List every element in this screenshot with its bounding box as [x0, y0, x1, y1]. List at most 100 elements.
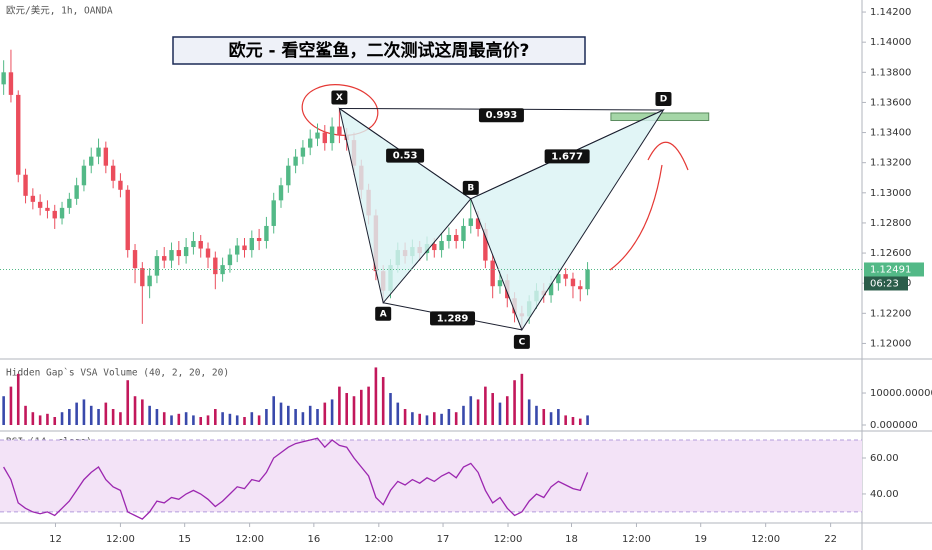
volume-bar — [82, 399, 86, 425]
volume-bar — [257, 415, 261, 425]
rsi-band — [0, 440, 862, 512]
candle-body — [322, 132, 328, 144]
y-tick-label: 10000.000000 — [870, 388, 932, 399]
y-tick-label: 1.13600 — [870, 97, 911, 108]
volume-bar — [75, 402, 78, 425]
volume-bar — [287, 405, 290, 425]
highlight-circle — [301, 84, 379, 136]
candle-body — [548, 283, 554, 296]
candle-body — [497, 280, 503, 287]
candle-body — [490, 260, 495, 287]
ratio-box — [478, 108, 524, 123]
volume-bar — [557, 409, 560, 425]
volume-bar — [527, 399, 531, 425]
candle-body — [235, 245, 240, 255]
candle-body — [37, 201, 43, 208]
volume-bar — [571, 417, 575, 425]
y-tick-label: 1.13400 — [870, 128, 911, 139]
volume-bar — [126, 380, 130, 425]
arrow-up — [609, 164, 663, 271]
volume-bar — [184, 412, 188, 425]
candle-body — [96, 147, 101, 157]
volume-bar — [119, 412, 122, 425]
candle-body — [67, 198, 72, 208]
volume-bar — [381, 377, 385, 425]
volume-bar — [432, 412, 436, 425]
last-price-label: 1.12491 — [870, 264, 911, 275]
point-label: B — [467, 183, 474, 193]
candle-body — [570, 278, 576, 287]
candle-body — [30, 195, 36, 202]
volume-bar — [199, 417, 203, 425]
candle-body — [1, 72, 6, 85]
volume-bar — [60, 412, 64, 425]
volume-bar — [352, 396, 356, 425]
volume-bar — [389, 393, 392, 425]
candle-body — [585, 269, 590, 290]
volume-bar — [133, 396, 137, 425]
ratio-label: 0.993 — [486, 110, 518, 121]
arrow-down — [647, 141, 689, 171]
candle-body — [103, 147, 109, 166]
y-tick-label: 1.12200 — [870, 308, 911, 319]
candle-body — [468, 218, 473, 226]
y-tick-label: 1.12000 — [870, 338, 911, 349]
candle-body — [432, 244, 437, 251]
y-tick-label: 0.000000 — [870, 420, 918, 431]
volume-bar — [440, 413, 443, 425]
point-box — [513, 334, 530, 349]
countdown-label: 06:23 — [870, 278, 899, 289]
x-tick-label: 12:00 — [751, 534, 780, 545]
candle-body — [23, 174, 28, 196]
volume-bar — [68, 409, 71, 425]
candle-body — [242, 245, 247, 251]
volume-bar — [53, 417, 57, 425]
countdown-box — [864, 276, 908, 291]
title-box — [172, 36, 586, 65]
x-tick-label: 17 — [437, 534, 450, 545]
y-tick-label: 1.13800 — [870, 67, 911, 78]
volume-bar — [155, 409, 159, 425]
ratio-box — [544, 149, 590, 164]
ratio-label: 1.677 — [551, 151, 583, 162]
volume-bar — [104, 402, 108, 425]
x-tick-label: 12:00 — [494, 534, 523, 545]
volume-bar — [549, 412, 553, 425]
x-tick-label: 22 — [824, 534, 837, 545]
volume-bar — [294, 409, 297, 425]
volume-bar — [162, 412, 166, 425]
candle-body — [110, 165, 116, 181]
point-label: C — [519, 337, 526, 347]
chart-title: 欧元 - 看空鲨鱼，二次测试这周最高价? — [229, 40, 530, 61]
volume-bar — [330, 399, 334, 425]
x-tick-label: 12:00 — [106, 534, 135, 545]
y-tick-label: 40.00 — [870, 489, 899, 500]
volume-bar — [359, 389, 363, 425]
candle-body — [52, 210, 57, 219]
ratio-label: 1.289 — [437, 313, 469, 324]
volume-bar — [111, 409, 115, 425]
y-tick-label: 1.12800 — [870, 218, 911, 229]
volume-bar — [338, 386, 341, 425]
point-label: A — [380, 309, 387, 319]
volume-bar — [462, 405, 465, 425]
volume-bar — [192, 415, 195, 425]
candle-body — [249, 238, 255, 251]
x-tick-label: 12:00 — [622, 534, 651, 545]
volume-bar — [24, 405, 27, 425]
candle-body — [446, 234, 452, 242]
candle-body — [453, 234, 459, 242]
volume-bar — [206, 415, 210, 425]
candle-body — [191, 241, 196, 248]
volume-bar — [46, 413, 49, 425]
ratio-box — [386, 148, 425, 163]
volume-bar — [403, 409, 407, 425]
candle-body — [81, 165, 87, 186]
candle-body — [439, 241, 444, 251]
ratio-box — [430, 311, 476, 326]
candle-body — [16, 94, 21, 175]
y-tick-label: 1.13200 — [870, 158, 911, 169]
point-box — [655, 91, 672, 106]
candle-body — [264, 225, 269, 242]
